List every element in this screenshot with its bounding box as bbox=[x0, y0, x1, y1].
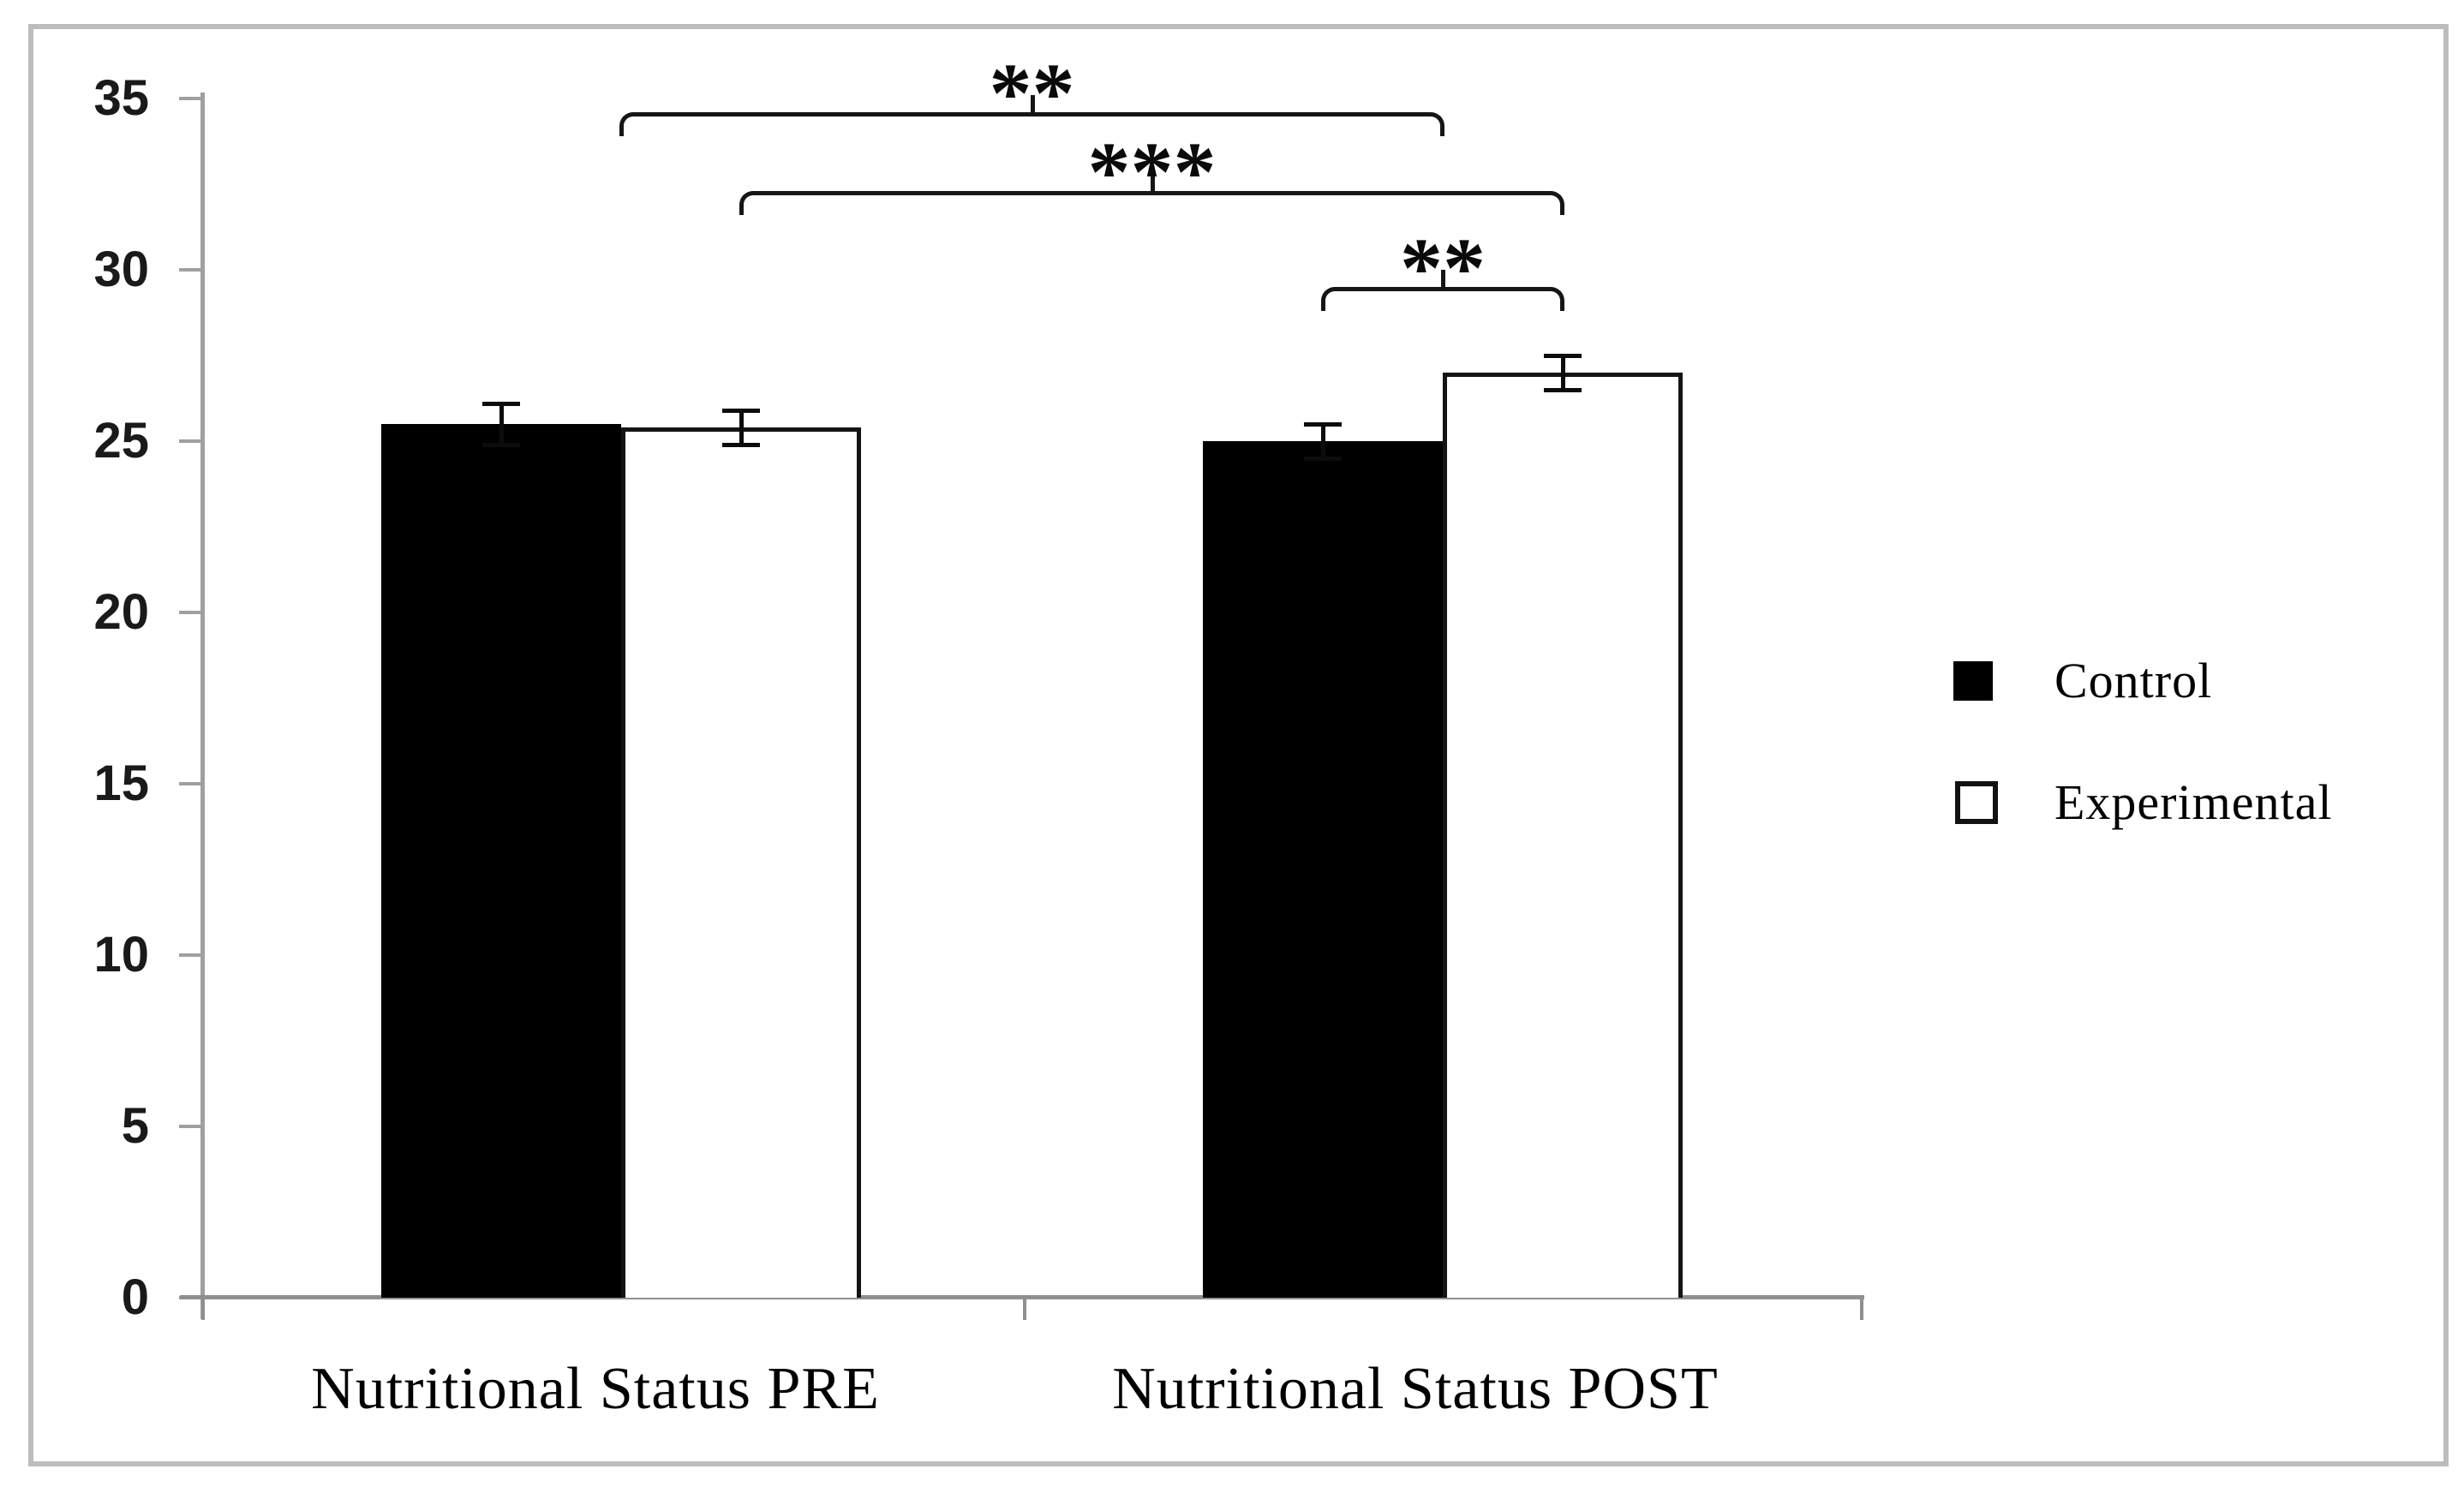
y-tick bbox=[179, 268, 203, 272]
significance-label: ** bbox=[989, 45, 1075, 140]
significance-label: *** bbox=[1087, 124, 1217, 219]
bar-experimental-pre bbox=[621, 427, 861, 1298]
bracket-center-tick bbox=[1030, 95, 1035, 114]
significance-label: ** bbox=[1400, 220, 1486, 315]
y-tick bbox=[179, 611, 203, 614]
significance-bracket bbox=[1321, 287, 1564, 311]
y-tick-label: 30 bbox=[93, 242, 149, 297]
error-bar-stem bbox=[1561, 355, 1565, 390]
x-category-label: Nutritional Status POST bbox=[1112, 1356, 1719, 1422]
legend-swatch-control bbox=[1953, 661, 1993, 701]
x-tick bbox=[1860, 1298, 1863, 1320]
bar-control-pre bbox=[381, 424, 621, 1298]
x-tick bbox=[1023, 1298, 1026, 1320]
y-tick bbox=[179, 439, 203, 443]
error-bar-cap-bottom bbox=[482, 443, 520, 447]
y-tick-label: 5 bbox=[121, 1098, 149, 1154]
y-tick bbox=[179, 782, 203, 785]
y-axis-line bbox=[200, 93, 205, 1319]
error-bar-cap-bottom bbox=[1304, 457, 1342, 461]
error-bar-cap-bottom bbox=[1544, 388, 1582, 392]
error-bar-cap-top bbox=[482, 402, 520, 406]
legend-swatch-experimental bbox=[1955, 781, 1998, 824]
error-bar-stem bbox=[739, 410, 744, 445]
y-tick-label: 20 bbox=[93, 584, 149, 640]
legend-label-experimental: Experimental bbox=[2054, 774, 2333, 830]
error-bar-cap-top bbox=[1304, 422, 1342, 427]
error-bar-stem bbox=[1321, 424, 1325, 458]
y-tick bbox=[179, 1125, 203, 1128]
error-bar-stem bbox=[499, 403, 504, 445]
bracket-center-tick bbox=[1150, 174, 1155, 193]
y-tick bbox=[179, 97, 203, 100]
x-category-label: Nutritional Status PRE bbox=[311, 1356, 880, 1422]
y-tick-label: 15 bbox=[93, 755, 149, 811]
y-tick-label: 0 bbox=[121, 1269, 149, 1325]
y-tick-label: 35 bbox=[93, 70, 149, 126]
error-bar-cap-bottom bbox=[722, 443, 760, 447]
error-bar-cap-top bbox=[1544, 354, 1582, 358]
bar-experimental-post bbox=[1443, 373, 1683, 1298]
x-tick bbox=[201, 1298, 205, 1320]
y-tick bbox=[179, 953, 203, 957]
significance-bracket bbox=[739, 191, 1564, 215]
y-tick-label: 10 bbox=[93, 927, 149, 982]
significance-bracket bbox=[619, 112, 1444, 136]
error-bar-cap-top bbox=[722, 409, 760, 413]
bar-control-post bbox=[1203, 441, 1443, 1298]
x-axis-line bbox=[180, 1295, 1864, 1299]
y-tick-label: 25 bbox=[93, 413, 149, 469]
legend-label-control: Control bbox=[2054, 653, 2213, 708]
bracket-center-tick bbox=[1441, 270, 1445, 289]
